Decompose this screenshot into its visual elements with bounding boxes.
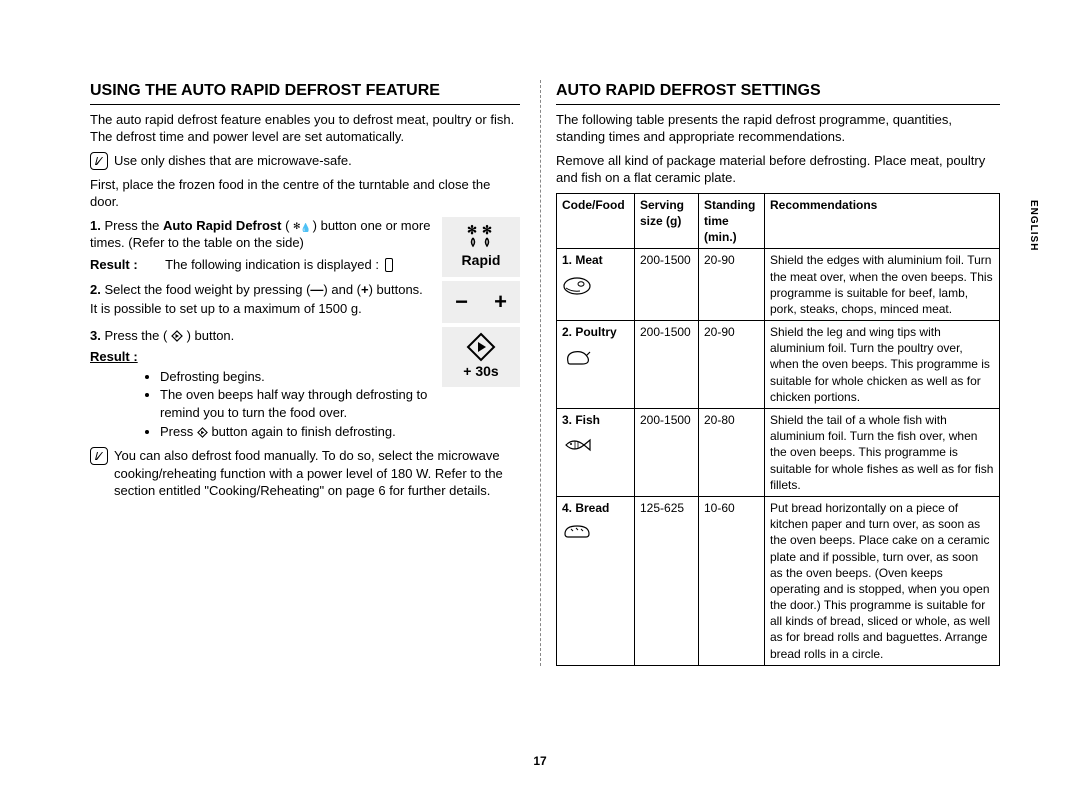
- svg-text:✻: ✻: [467, 224, 477, 237]
- note-icon: [90, 152, 108, 170]
- step2-c: ) buttons.: [369, 282, 423, 297]
- minus-icon: —: [310, 282, 323, 297]
- display-indicator-icon: [385, 258, 393, 272]
- result-label-1: Result :: [90, 256, 138, 274]
- plus-minus-box: − +: [442, 281, 520, 323]
- note2-text: You can also defrost food manually. To d…: [114, 447, 520, 500]
- step3-b: ) button.: [187, 328, 235, 343]
- rec-bread: Put bread horizontally on a piece of kit…: [765, 496, 1000, 665]
- language-tab: ENGLISH: [1027, 200, 1041, 251]
- bullet-2: The oven beeps half way through defrosti…: [160, 386, 434, 421]
- table-row: 4. Bread 125-625 10-60 Put bread horizon…: [557, 496, 1000, 665]
- step3-number: 3.: [90, 328, 104, 343]
- step2-note: It is possible to set up to a maximum of…: [90, 300, 434, 318]
- fish-icon: [562, 434, 629, 460]
- code-fish: 3. Fish: [557, 409, 635, 497]
- plus-symbol: +: [494, 287, 507, 317]
- note-safe-dishes: Use only dishes that are microwave-safe.: [90, 152, 520, 170]
- step3-text: 3. Press the ( ) button. Result : Defros…: [90, 327, 442, 441]
- step2-text: 2. Select the food weight by pressing (—…: [90, 281, 442, 318]
- right-intro2: Remove all kind of package material befo…: [556, 152, 1000, 187]
- serving-poultry: 200-1500: [635, 321, 699, 409]
- rapid-label: Rapid: [462, 251, 501, 270]
- right-heading: AUTO RAPID DEFROST SETTINGS: [556, 80, 1000, 105]
- note-icon-2: [90, 447, 108, 465]
- result-label-2: Result :: [90, 348, 138, 366]
- code-poultry: 2. Poultry: [557, 321, 635, 409]
- diamond-inline-icon: [197, 427, 208, 438]
- rec-meat: Shield the edges with aluminium foil. Tu…: [765, 249, 1000, 321]
- left-intro: The auto rapid defrost feature enables y…: [90, 111, 520, 146]
- th-standing: Standingtime (min.): [699, 193, 765, 249]
- bullet-1: Defrosting begins.: [160, 368, 434, 386]
- step1-bold: Auto Rapid Defrost: [163, 218, 281, 233]
- page-number: 17: [533, 753, 546, 769]
- table-row: 3. Fish 200-1500 20-80 Shield the tail o…: [557, 409, 1000, 497]
- th-code: Code/Food: [557, 193, 635, 249]
- serving-meat: 200-1500: [635, 249, 699, 321]
- code-poultry-label: 2. Poultry: [562, 325, 617, 339]
- code-fish-label: 3. Fish: [562, 413, 600, 427]
- page-container: USING THE AUTO RAPID DEFROST FEATURE The…: [0, 0, 1080, 696]
- standing-bread: 10-60: [699, 496, 765, 665]
- step1-a: Press the: [104, 218, 163, 233]
- left-heading: USING THE AUTO RAPID DEFROST FEATURE: [90, 80, 520, 105]
- standing-poultry: 20-90: [699, 321, 765, 409]
- note1-text: Use only dishes that are microwave-safe.: [114, 152, 352, 170]
- note-manual-defrost: You can also defrost food manually. To d…: [90, 447, 520, 500]
- right-column: AUTO RAPID DEFROST SETTINGS The followin…: [540, 80, 1000, 666]
- rapid-display-box: ✻✻ Rapid: [442, 217, 520, 277]
- bullet-3: Press button again to finish defrosting.: [160, 423, 434, 441]
- start-diamond-icon: [171, 330, 183, 342]
- step2-a: Select the food weight by pressing (: [104, 282, 310, 297]
- rec-fish: Shield the tail of a whole fish with alu…: [765, 409, 1000, 497]
- left-column: USING THE AUTO RAPID DEFROST FEATURE The…: [90, 80, 540, 666]
- table-header-row: Code/Food Servingsize (g) Standingtime (…: [557, 193, 1000, 249]
- snowflake-drop-icon: ✻💧: [293, 220, 309, 232]
- standing-fish: 20-80: [699, 409, 765, 497]
- step-1: 1. Press the Auto Rapid Defrost ( ✻💧 ) b…: [90, 217, 520, 277]
- th-serving: Servingsize (g): [635, 193, 699, 249]
- poultry-icon: [562, 346, 629, 372]
- step3-a: Press the (: [104, 328, 167, 343]
- svg-text:✻: ✻: [482, 224, 492, 237]
- step2-number: 2.: [90, 282, 104, 297]
- prestep-text: First, place the frozen food in the cent…: [90, 176, 520, 211]
- plus-icon: +: [361, 282, 369, 297]
- step1-number: 1.: [90, 218, 104, 233]
- bread-icon: [562, 522, 629, 544]
- table-row: 1. Meat 200-1500 20-90 Shield the edges …: [557, 249, 1000, 321]
- step-2: 2. Select the food weight by pressing (—…: [90, 281, 520, 323]
- defrost-table: Code/Food Servingsize (g) Standingtime (…: [556, 193, 1000, 666]
- serving-fish: 200-1500: [635, 409, 699, 497]
- step2-b: ) and (: [323, 282, 361, 297]
- plus-30s-label: + 30s: [463, 362, 498, 381]
- step-3: 3. Press the ( ) button. Result : Defros…: [90, 327, 520, 441]
- step1-text: 1. Press the Auto Rapid Defrost ( ✻💧 ) b…: [90, 217, 442, 274]
- meat-icon: [562, 275, 629, 301]
- rec-poultry: Shield the leg and wing tips with alumin…: [765, 321, 1000, 409]
- start-diamond-large-icon: [466, 332, 496, 362]
- th-rec: Recommendations: [765, 193, 1000, 249]
- serving-bread: 125-625: [635, 496, 699, 665]
- code-bread-label: 4. Bread: [562, 501, 609, 515]
- code-bread: 4. Bread: [557, 496, 635, 665]
- code-meat-label: 1. Meat: [562, 253, 603, 267]
- start-box: + 30s: [442, 327, 520, 387]
- table-row: 2. Poultry 200-1500 20-90 Shield the leg…: [557, 321, 1000, 409]
- right-intro1: The following table presents the rapid d…: [556, 111, 1000, 146]
- rapid-icon: ✻✻: [464, 224, 498, 251]
- step3-bullets: Defrosting begins. The oven beeps half w…: [160, 368, 434, 440]
- standing-meat: 20-90: [699, 249, 765, 321]
- svg-text:💧: 💧: [300, 222, 309, 232]
- code-meat: 1. Meat: [557, 249, 635, 321]
- step1-result: The following indication is displayed :: [165, 257, 379, 272]
- minus-symbol: −: [455, 287, 468, 317]
